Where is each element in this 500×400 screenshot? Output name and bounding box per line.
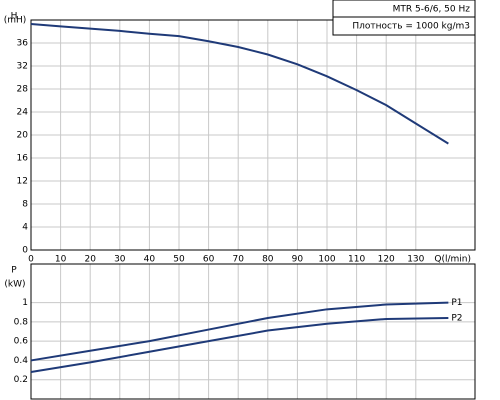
y-tick-label: 0.4 bbox=[14, 356, 29, 366]
x-tick-label: 110 bbox=[348, 255, 365, 265]
series-line bbox=[30, 23, 449, 145]
plot-frame bbox=[30, 19, 476, 251]
series-line bbox=[30, 317, 449, 373]
y-axis-unit: (kW) bbox=[4, 280, 25, 290]
x-tick-label: 100 bbox=[318, 255, 335, 265]
annotation: Плотность = 1000 kg/m3 bbox=[352, 22, 470, 32]
y-axis-unit: (mH) bbox=[4, 16, 27, 26]
x-tick-label: 50 bbox=[173, 255, 185, 265]
series-label: P1 bbox=[451, 298, 462, 308]
y-tick-label: 20 bbox=[17, 131, 29, 141]
x-tick-label: 130 bbox=[407, 255, 424, 265]
x-tick-label: 70 bbox=[232, 255, 244, 265]
x-tick-label: 20 bbox=[84, 255, 96, 265]
x-tick-label: 120 bbox=[378, 255, 395, 265]
x-tick-label: 10 bbox=[55, 255, 67, 265]
x-tick-label: 90 bbox=[292, 255, 304, 265]
x-tick-label: 80 bbox=[262, 255, 274, 265]
y-tick-label: 36 bbox=[17, 39, 29, 49]
y-tick-label: 0.6 bbox=[14, 337, 29, 347]
x-axis-label: Q(l/min) bbox=[434, 255, 471, 265]
y-tick-label: 0.8 bbox=[14, 317, 29, 327]
x-tick-label: 0 bbox=[28, 255, 34, 265]
y-tick-label: 0.2 bbox=[14, 375, 28, 385]
x-tick-label: 40 bbox=[144, 255, 156, 265]
y-tick-label: 28 bbox=[17, 85, 29, 95]
y-axis-label: H bbox=[11, 12, 18, 22]
y-tick-label: 12 bbox=[17, 177, 28, 187]
series-line bbox=[30, 301, 449, 362]
y-tick-label: 8 bbox=[22, 200, 28, 210]
y-tick-label: 32 bbox=[17, 62, 28, 72]
y-tick-label: 0 bbox=[22, 246, 28, 256]
series-label: P2 bbox=[451, 314, 462, 324]
x-tick-label: 60 bbox=[203, 255, 215, 265]
plot-frame bbox=[30, 263, 476, 400]
y-tick-label: 4 bbox=[22, 223, 28, 233]
annotation: MTR 5-6/6, 50 Hz bbox=[393, 5, 471, 15]
y-tick-label: 16 bbox=[17, 154, 29, 164]
x-tick-label: 30 bbox=[114, 255, 126, 265]
y-tick-label: 1 bbox=[22, 298, 28, 308]
y-tick-label: 24 bbox=[17, 108, 29, 118]
y-axis-label: P bbox=[11, 266, 17, 276]
